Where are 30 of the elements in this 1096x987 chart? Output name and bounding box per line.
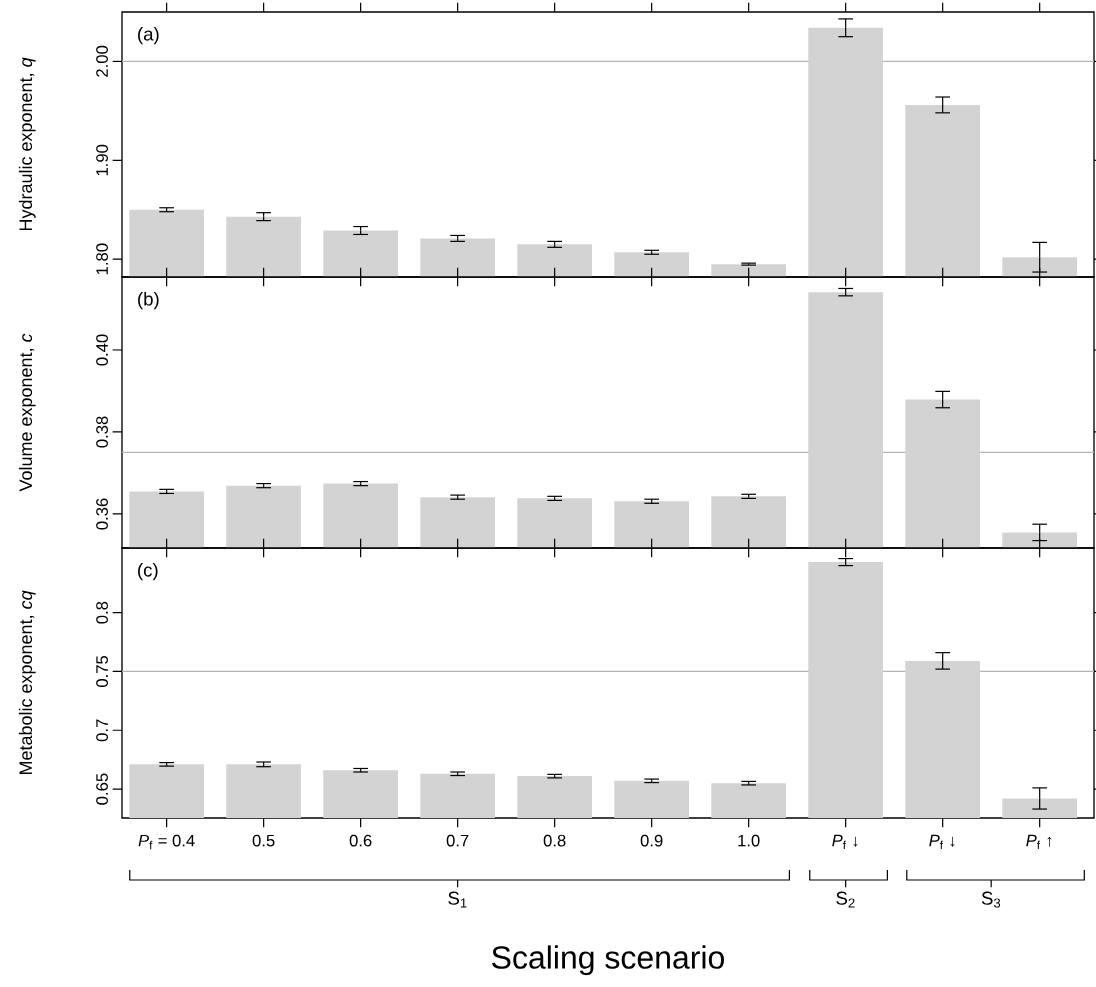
y-tick-label: 0.7 — [96, 719, 108, 742]
y-tick-label: 0.65 — [96, 773, 108, 805]
text: S$_{2}$ — [836, 891, 855, 908]
x-tick-label: 1.0 — [738, 834, 760, 847]
x-tick-label: 0.8 — [543, 834, 566, 847]
x-tick-label: 0.9 — [640, 834, 663, 847]
x-tick-label: P$_{f}$ = 0.4 — [138, 834, 195, 850]
y-axis-title: Metabolic exponent, cq — [18, 590, 36, 775]
annotation: (b) — [138, 291, 159, 310]
y-tick-label: 2.00 — [96, 45, 108, 77]
text: S$_{1}$ — [448, 891, 467, 908]
x-tick-label: P$_{f}$ ↓ — [832, 834, 858, 850]
y-tick-label: 1.80 — [96, 243, 108, 275]
x-tick-label: 0.6 — [349, 834, 372, 847]
y-tick-label: 0.36 — [96, 498, 108, 530]
y-axis-title: Volume exponent, c — [18, 333, 36, 492]
annotation: (a) — [138, 26, 159, 45]
y-tick-label: 0.8 — [96, 601, 108, 624]
x-tick-label: P$_{f}$ ↓ — [929, 834, 955, 850]
y-axis-title: Hydraulic exponent, q — [18, 57, 36, 231]
y-tick-label: 0.75 — [96, 655, 108, 688]
y-tick-label: 0.38 — [96, 416, 108, 448]
x-axis-title: Scaling scenario — [492, 945, 724, 976]
y-tick-label: 1.90 — [96, 144, 108, 176]
y-tick-label: 0.40 — [96, 334, 108, 366]
x-tick-label: P$_{f}$ ↑ — [1026, 834, 1052, 850]
annotation: (c) — [138, 562, 158, 581]
x-tick-label: 0.7 — [446, 834, 469, 847]
x-tick-label: 0.5 — [252, 834, 275, 847]
text: S$_{3}$ — [981, 891, 1001, 908]
